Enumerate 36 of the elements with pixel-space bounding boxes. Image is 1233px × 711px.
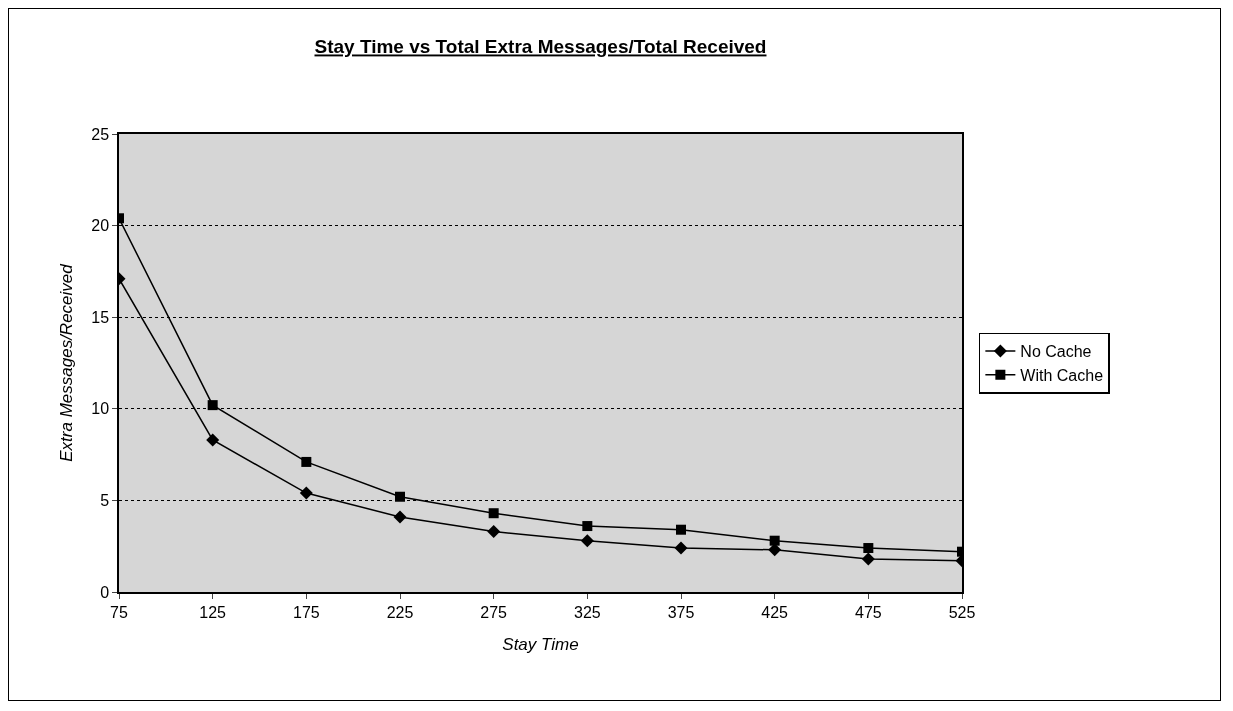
x-tick-label: 325 [573, 603, 601, 621]
x-tick-label: 175 [292, 603, 320, 621]
y-tick-label: 10 [91, 400, 110, 418]
x-tick-label: 425 [761, 603, 789, 621]
y-axis-title: Extra Messages/Received [57, 263, 77, 462]
point [393, 510, 407, 524]
x-tick-label: 375 [667, 603, 695, 621]
point [301, 456, 312, 467]
legend-label: With Cache [1020, 366, 1104, 384]
legend-label: No Cache [1020, 343, 1092, 361]
x-axis-title: Stay Time [502, 634, 579, 654]
x-tick-label: 275 [480, 603, 508, 621]
point [487, 525, 501, 539]
y-tick-label: 0 [100, 583, 110, 601]
chart-title: Stay Time vs Total Extra Messages/Total Received [314, 36, 767, 58]
point [488, 508, 499, 519]
y-tick-label: 5 [100, 492, 110, 509]
y-tick-label: 20 [91, 217, 110, 235]
point [206, 433, 220, 447]
y-tick-label: 25 [91, 125, 110, 143]
point [395, 491, 405, 502]
point [676, 524, 686, 535]
x-tick-label: 125 [199, 603, 227, 621]
point [861, 552, 875, 566]
point [207, 400, 218, 411]
point [863, 543, 874, 554]
y-tick-label: 15 [91, 308, 110, 326]
point [769, 535, 780, 546]
point [299, 486, 313, 500]
point [582, 521, 593, 532]
point [674, 541, 688, 555]
point [580, 534, 594, 548]
x-tick-label: 475 [854, 603, 882, 621]
x-tick-label: 525 [948, 603, 976, 621]
x-tick-label: 225 [386, 603, 414, 621]
x-tick-label: 75 [110, 603, 128, 621]
